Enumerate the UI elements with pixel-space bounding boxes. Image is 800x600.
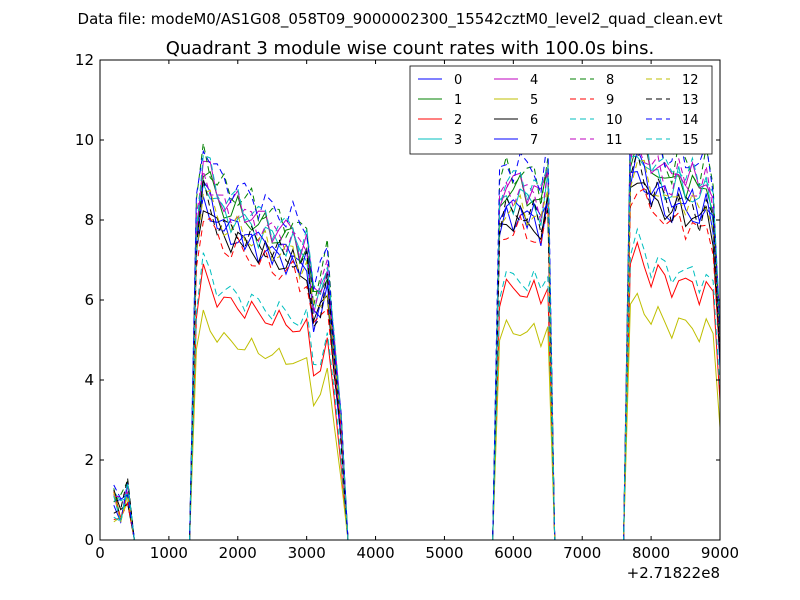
legend-label-2: 2 xyxy=(454,113,462,128)
x-tick-label: 9000 xyxy=(701,544,739,562)
x-tick-label: 3000 xyxy=(288,544,326,562)
x-axis-offset-label: +2.71822e8 xyxy=(627,564,720,582)
y-tick-label: 0 xyxy=(84,531,94,549)
legend-label-0: 0 xyxy=(454,73,462,88)
legend-label-6: 6 xyxy=(530,113,538,128)
legend-label-12: 12 xyxy=(682,73,699,88)
y-tick-label: 12 xyxy=(75,51,94,69)
legend-label-10: 10 xyxy=(606,113,623,128)
y-tick-label: 4 xyxy=(84,371,94,389)
figure-suptitle: Data file: modeM0/AS1G08_058T09_90000023… xyxy=(78,10,723,29)
x-tick-label: 2000 xyxy=(219,544,257,562)
x-tick-label: 4000 xyxy=(356,544,394,562)
y-tick-label: 10 xyxy=(75,131,94,149)
legend-label-7: 7 xyxy=(530,133,538,148)
chart-title: Quadrant 3 module wise count rates with … xyxy=(166,38,655,59)
legend-label-13: 13 xyxy=(682,93,699,108)
legend-label-5: 5 xyxy=(530,93,538,108)
legend-label-15: 15 xyxy=(682,133,699,148)
x-tick-label: 6000 xyxy=(494,544,532,562)
legend-label-8: 8 xyxy=(606,73,614,88)
x-axis: 0 1000 2000 3000 4000 5000 6000 7000 8000 9000 xyxy=(95,60,739,562)
legend-frame xyxy=(409,65,713,155)
legend-label-11: 11 xyxy=(606,133,623,148)
legend-label-1: 1 xyxy=(454,93,462,108)
x-tick-label: 1000 xyxy=(150,544,188,562)
x-tick-label: 7000 xyxy=(563,544,601,562)
y-tick-label: 6 xyxy=(84,291,94,309)
y-tick-label: 8 xyxy=(84,211,94,229)
x-tick-label: 0 xyxy=(95,544,105,562)
legend-label-14: 14 xyxy=(682,113,699,128)
legend-label-3: 3 xyxy=(454,133,462,148)
x-tick-label: 8000 xyxy=(632,544,670,562)
y-tick-label: 2 xyxy=(84,451,94,469)
legend-label-4: 4 xyxy=(530,73,538,88)
x-tick-label: 5000 xyxy=(425,544,463,562)
legend-label-9: 9 xyxy=(606,93,614,108)
